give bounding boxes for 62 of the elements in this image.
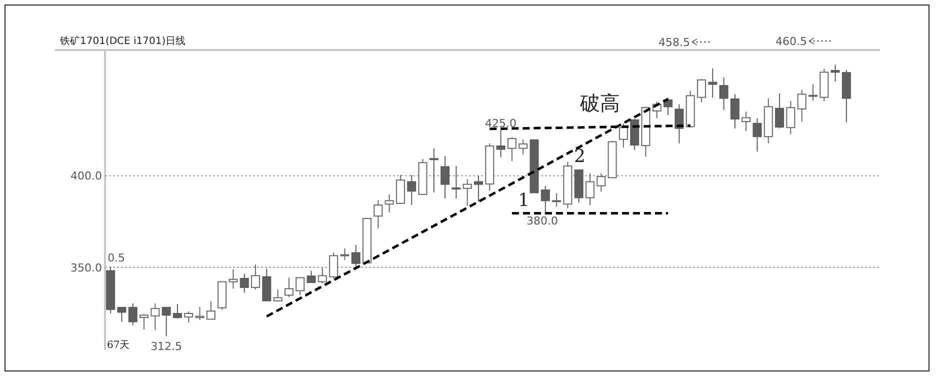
- candlestick: [440, 156, 450, 199]
- candlestick: [306, 270, 316, 284]
- candlestick: [117, 306, 126, 322]
- candlestick: [340, 248, 350, 261]
- candlestick: [496, 129, 506, 158]
- annotation: 破高: [579, 91, 620, 115]
- candlestick: [507, 136, 516, 162]
- candlestick: [518, 138, 528, 155]
- candlestick: [206, 300, 216, 320]
- candlestick: [719, 77, 728, 110]
- annotation: 380.0: [526, 214, 558, 228]
- candlestick: [150, 302, 160, 331]
- candlestick: [273, 288, 282, 302]
- annotation: 1: [518, 190, 530, 211]
- candlestick: [585, 172, 594, 206]
- candlestick: [552, 192, 562, 208]
- chart-title: 铁矿1701(DCE i1701)日线: [59, 35, 186, 47]
- candlestick: [162, 306, 171, 337]
- candlestick: [674, 104, 684, 144]
- text: 458.5: [658, 36, 690, 49]
- annotation: 425.0: [485, 116, 517, 130]
- annotation: 312.5: [150, 340, 182, 354]
- candlestick: [786, 100, 796, 135]
- candlestick: [540, 185, 550, 213]
- y-tick-label: 400.0: [70, 170, 102, 183]
- candlestick: [452, 165, 461, 199]
- candlestick: [374, 200, 383, 229]
- candlestick: [775, 92, 784, 129]
- candlestick: [284, 277, 294, 298]
- candlestick: [140, 314, 149, 330]
- candlestick: [797, 90, 806, 122]
- candlestick: [128, 302, 138, 326]
- candlestick: [407, 174, 416, 206]
- candlestick: [184, 310, 194, 323]
- candlestick: [474, 175, 483, 202]
- candlestick: [396, 174, 405, 205]
- annotation: 0.5: [108, 252, 126, 265]
- candlestick: [596, 172, 606, 192]
- candlestick: [351, 244, 360, 268]
- candlestick: [384, 194, 394, 213]
- candlestick: [172, 304, 182, 319]
- annotation: 2: [574, 146, 586, 167]
- text: 460.5: [776, 35, 807, 48]
- candlestick: [830, 64, 840, 82]
- candlestick: [195, 306, 204, 321]
- candlestick: [462, 178, 472, 206]
- candlestick: [240, 272, 249, 294]
- candlestick: [618, 122, 628, 148]
- candlestick: [296, 277, 305, 296]
- annotation: 67天: [107, 340, 130, 351]
- y-tick-label: 350.0: [70, 261, 102, 274]
- candlestick: [752, 118, 762, 152]
- candlestick: [429, 148, 438, 193]
- candlestick: [730, 94, 740, 129]
- candlestick: [808, 84, 818, 102]
- candlestick: [228, 268, 238, 290]
- candlestick: [251, 264, 260, 290]
- candlestick: [329, 252, 338, 279]
- candlestick: [318, 266, 327, 284]
- candlestick: [708, 68, 718, 98]
- candlestick: [696, 78, 706, 103]
- candlestick: [742, 111, 751, 132]
